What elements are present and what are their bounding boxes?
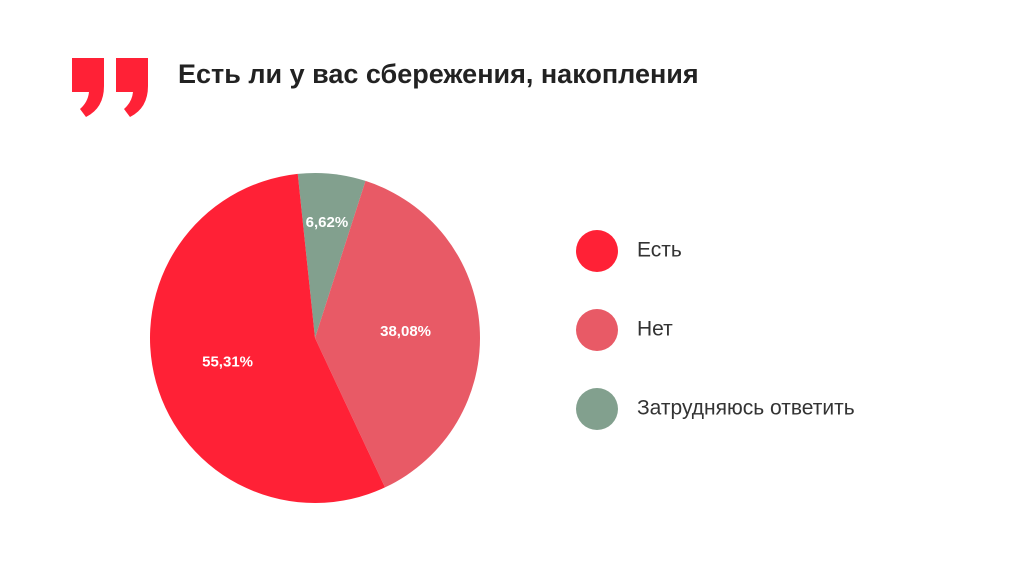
legend-swatch bbox=[576, 388, 618, 430]
value-label: 6,62% bbox=[306, 214, 349, 231]
legend-swatch bbox=[576, 230, 618, 272]
legend-label: Есть bbox=[637, 239, 682, 262]
pie-slice bbox=[149, 173, 385, 504]
value-label: 55,31% bbox=[202, 353, 253, 370]
pie-slice bbox=[315, 180, 480, 488]
value-label: 38,08% bbox=[380, 323, 431, 340]
legend-label: Нет bbox=[637, 318, 673, 341]
pie-slice bbox=[297, 173, 366, 338]
legend-label: Затрудняюсь ответить bbox=[637, 397, 855, 420]
legend-swatch bbox=[576, 309, 618, 351]
chart-title: Есть ли у вас сбережения, накопления bbox=[178, 59, 699, 89]
quote-icon bbox=[72, 58, 148, 117]
